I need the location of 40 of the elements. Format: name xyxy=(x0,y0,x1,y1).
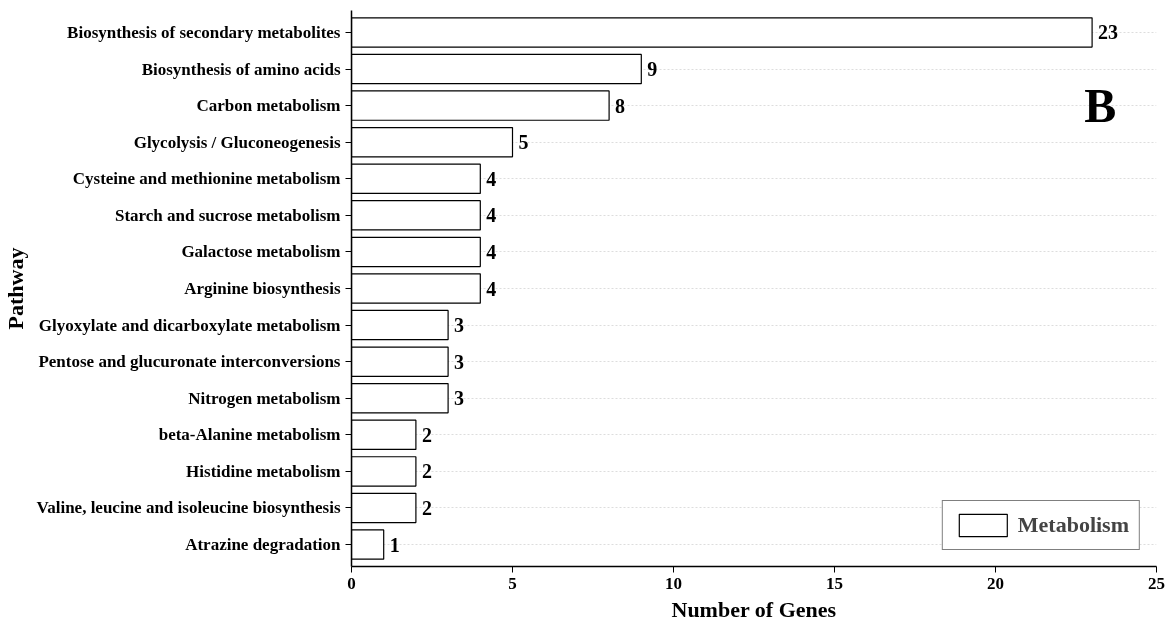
data-label: 4 xyxy=(486,167,497,190)
y-tick-label: Glycolysis / Gluconeogenesis xyxy=(133,132,341,152)
y-tick-label: Histidine metabolism xyxy=(186,461,341,481)
x-tick-label: 25 xyxy=(1148,573,1165,593)
data-label: 4 xyxy=(486,240,497,263)
x-tick-label: 20 xyxy=(987,573,1004,593)
y-tick-label: Cysteine and methionine metabolism xyxy=(72,169,341,189)
y-tick-label: Biosynthesis of secondary metabolites xyxy=(67,22,341,42)
data-label: 1 xyxy=(389,533,400,556)
y-tick-label: Nitrogen metabolism xyxy=(188,388,341,408)
data-label: 4 xyxy=(486,204,497,227)
y-tick-label: Galactose metabolism xyxy=(181,242,341,262)
y-tick-label: beta-Alanine metabolism xyxy=(158,425,341,445)
y-axis-title: Pathway xyxy=(3,247,29,330)
x-tick-label: 15 xyxy=(826,573,843,593)
y-tick-label: Arginine biosynthesis xyxy=(184,279,341,298)
y-tick-label: Valine, leucine and isoleucine biosynthesis xyxy=(36,498,341,518)
x-tick-label: 10 xyxy=(665,573,682,593)
data-label: 2 xyxy=(421,496,432,519)
legend-label: Metabolism xyxy=(1017,512,1129,538)
data-label: 5 xyxy=(518,131,529,154)
y-tick-label: Carbon metabolism xyxy=(196,96,341,116)
data-label: 3 xyxy=(454,350,465,373)
y-tick-label: Atrazine degradation xyxy=(185,535,342,555)
data-label: 2 xyxy=(421,423,432,446)
data-label: 2 xyxy=(421,460,432,483)
data-label: 3 xyxy=(454,387,465,410)
data-label: 8 xyxy=(615,94,626,117)
x-axis-title: Number of Genes xyxy=(671,596,837,622)
y-tick-label: Biosynthesis of amino acids xyxy=(141,59,341,79)
data-label: 4 xyxy=(486,277,497,300)
y-tick-label: Starch and sucrose metabolism xyxy=(114,205,341,225)
y-tick-label: Pentose and glucuronate interconversions xyxy=(38,352,341,372)
data-label: 9 xyxy=(647,58,658,81)
data-label: 3 xyxy=(454,314,465,337)
x-tick-label: 0 xyxy=(347,573,356,593)
y-tick-label: Glyoxylate and dicarboxylate metabolism xyxy=(38,315,341,335)
x-tick-label: 5 xyxy=(508,573,517,593)
annotation: B xyxy=(1084,79,1117,133)
data-label: 23 xyxy=(1098,21,1119,44)
